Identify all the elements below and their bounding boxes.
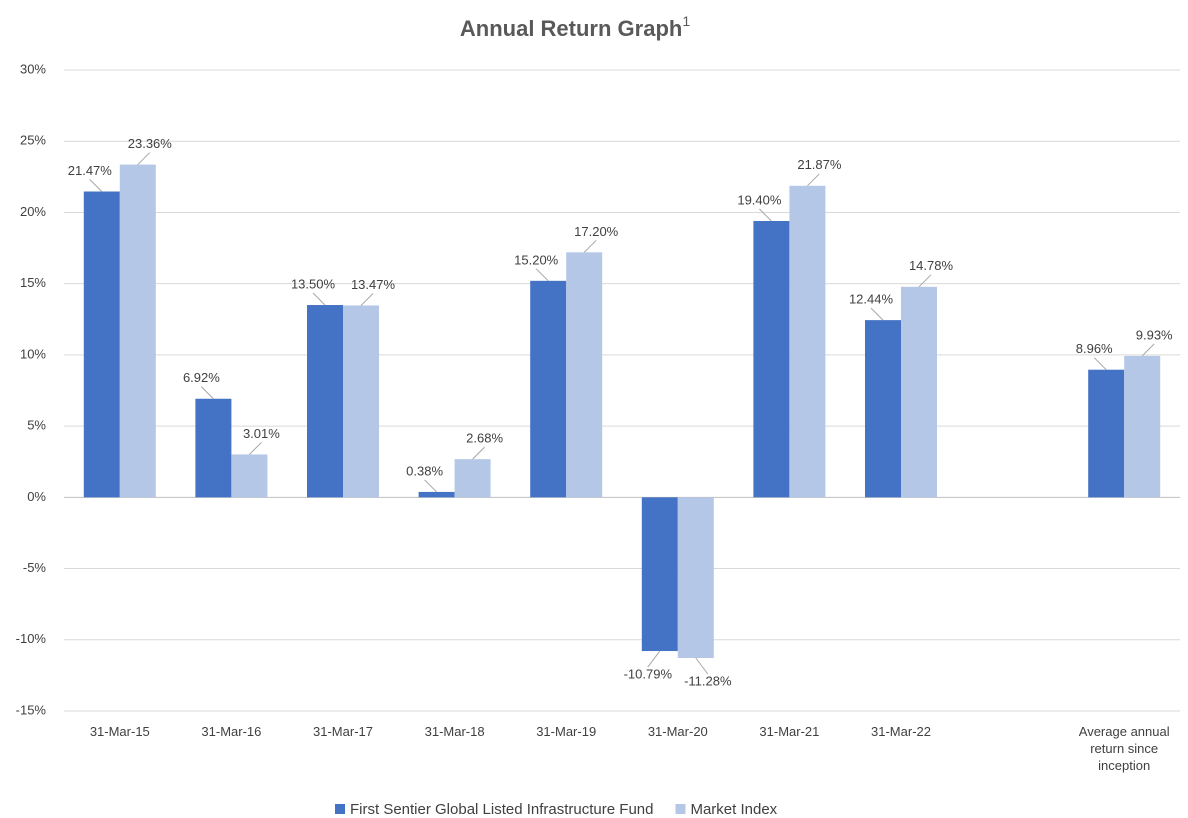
y-tick-label: -5% [23, 560, 47, 575]
y-tick-label: 5% [27, 418, 46, 433]
leader-line [870, 307, 884, 321]
leader-line [1141, 343, 1155, 357]
bar [83, 191, 120, 498]
bar [119, 164, 156, 498]
chart-title: Annual Return Graph1 [460, 13, 690, 41]
leader-line [759, 208, 772, 222]
bar [641, 497, 678, 652]
y-tick-label: 25% [20, 133, 46, 148]
data-label: 13.47% [351, 277, 396, 292]
data-label: -11.28% [684, 673, 732, 688]
bar [195, 398, 232, 498]
data-label: 2.68% [466, 431, 503, 446]
bar [1124, 355, 1161, 498]
data-label: 14.78% [909, 258, 954, 273]
legend-label: First Sentier Global Listed Infrastructu… [350, 801, 653, 818]
title-text: Annual Return Graph [460, 16, 682, 41]
legend-swatch [675, 804, 686, 814]
x-tick-label: 31-Mar-21 [759, 724, 820, 739]
y-tick-label: 10% [20, 346, 46, 361]
data-label: 9.93% [1136, 327, 1173, 342]
leader-line [249, 442, 262, 455]
data-label: 8.96% [1076, 341, 1113, 356]
x-tick-label: Average annual return since inception [1078, 724, 1170, 773]
bar [530, 280, 567, 498]
bar [789, 185, 826, 498]
legend-swatch [335, 804, 345, 814]
data-label: 21.47% [68, 163, 113, 178]
bar [753, 220, 790, 498]
leader-line [583, 239, 597, 253]
leader-line [807, 173, 820, 187]
x-tick-label: 31-Mar-22 [871, 724, 931, 739]
y-tick-label: 20% [20, 204, 46, 219]
leader-line [312, 292, 326, 306]
leader-line [647, 650, 661, 668]
y-tick-label: 30% [20, 61, 46, 76]
data-label: 17.20% [574, 224, 619, 239]
leader-line [472, 446, 485, 460]
leader-line [89, 179, 103, 192]
data-label: -10.79% [624, 666, 673, 681]
bar [865, 320, 901, 498]
data-label: 0.38% [406, 463, 443, 478]
x-tick-label: 31-Mar-15 [89, 724, 150, 739]
bar [901, 286, 937, 498]
bar [566, 252, 603, 498]
data-label: 15.20% [514, 252, 559, 267]
data-label: 3.01% [243, 426, 280, 441]
leader-line [201, 386, 214, 400]
leader-line [695, 657, 709, 675]
bar [677, 497, 714, 659]
y-tick-label: 15% [20, 275, 46, 290]
data-label: 6.92% [183, 370, 220, 385]
leader-line [1093, 357, 1107, 371]
title-superscript: 1 [682, 13, 690, 29]
y-tick-label: -10% [16, 631, 47, 646]
x-tick-label: 31-Mar-17 [313, 724, 373, 739]
data-label: 19.40% [737, 192, 782, 207]
leader-line [137, 152, 151, 165]
leader-line [360, 293, 374, 306]
data-label: 12.44% [849, 292, 894, 307]
x-tick-label: 31-Mar-20 [647, 724, 708, 739]
data-label: 23.36% [128, 136, 173, 151]
bar [418, 491, 455, 498]
legend-label: Market Index [690, 801, 777, 818]
bar [343, 305, 379, 498]
leader-line [918, 274, 932, 288]
bar [1088, 369, 1125, 498]
x-tick-label: 31-Mar-16 [201, 724, 262, 739]
bar [231, 454, 268, 498]
bar [307, 305, 343, 498]
x-tick-label: 31-Mar-19 [536, 724, 597, 739]
x-tick-label: 31-Mar-18 [424, 724, 485, 739]
y-tick-label: 0% [27, 489, 46, 504]
data-label: 21.87% [797, 157, 842, 172]
leader-line [424, 479, 437, 493]
leader-line [535, 268, 549, 282]
bar [454, 459, 491, 498]
data-label: 13.50% [291, 276, 336, 291]
y-tick-label: -15% [16, 702, 47, 717]
